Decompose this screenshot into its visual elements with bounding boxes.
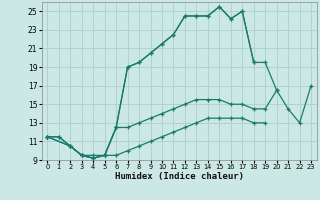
X-axis label: Humidex (Indice chaleur): Humidex (Indice chaleur) [115, 172, 244, 181]
